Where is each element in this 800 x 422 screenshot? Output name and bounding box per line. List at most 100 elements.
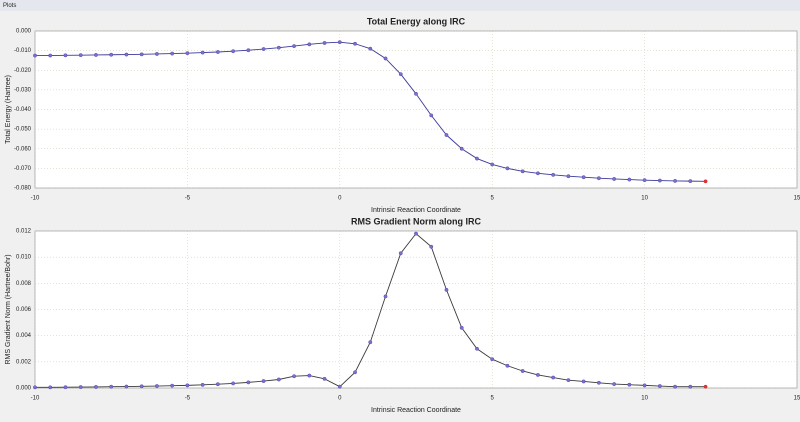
data-point — [459, 146, 464, 151]
data-point — [261, 47, 266, 51]
data-point — [94, 53, 98, 57]
x-tick-label: 15 — [794, 196, 800, 202]
data-point — [322, 41, 327, 45]
data-point — [444, 133, 449, 137]
data-point — [353, 41, 357, 46]
data-point — [459, 325, 464, 330]
data-point — [185, 383, 190, 388]
y-tick-label: 0.010 — [16, 255, 32, 261]
data-point — [612, 177, 617, 181]
data-point — [475, 346, 479, 351]
data-point — [139, 384, 144, 389]
data-point — [155, 52, 159, 56]
data-point — [276, 45, 281, 50]
data-point — [566, 378, 571, 383]
data-point — [231, 381, 236, 386]
data-point — [475, 156, 479, 161]
data-point — [307, 373, 312, 378]
data-point — [536, 373, 540, 377]
data-point — [139, 52, 144, 57]
title-bar — [0, 0, 800, 11]
y-tick-label: -0.050 — [14, 127, 32, 133]
data-point — [33, 385, 37, 390]
data-point — [490, 162, 495, 167]
chart-title: RMS Gradient Norm along IRC — [351, 216, 482, 226]
x-tick-label: -10 — [31, 196, 40, 202]
data-point — [215, 50, 220, 54]
y-axis-label: Total Energy (Hartree) — [5, 75, 12, 144]
y-tick-label: -0.040 — [14, 107, 32, 113]
x-tick-label: 10 — [641, 196, 648, 202]
data-point — [231, 49, 236, 54]
data-point — [185, 51, 190, 56]
y-tick-label: 0.012 — [16, 229, 32, 235]
data-point — [33, 53, 37, 58]
data-point — [612, 382, 617, 386]
data-point — [520, 369, 525, 373]
data-point — [48, 53, 53, 58]
data-point — [596, 380, 601, 385]
y-tick-label: 0.006 — [16, 307, 32, 313]
chart-title: Total Energy along IRC — [367, 16, 466, 26]
data-point — [490, 357, 495, 362]
data-point — [383, 56, 388, 61]
data-point — [353, 370, 357, 375]
data-point — [627, 382, 632, 387]
data-point — [398, 251, 403, 256]
data-point — [78, 385, 83, 389]
data-point — [657, 178, 662, 183]
data-point — [109, 384, 114, 389]
data-point — [551, 375, 556, 380]
y-tick-label: 0.004 — [16, 333, 32, 339]
x-tick-label: -5 — [185, 396, 191, 402]
data-point — [596, 176, 601, 181]
y-tick-label: 0.002 — [16, 359, 32, 365]
data-point — [551, 172, 556, 177]
data-point — [673, 384, 677, 389]
x-tick-label: 0 — [338, 396, 342, 402]
data-point — [642, 383, 647, 388]
data-point — [414, 231, 418, 236]
data-point — [124, 52, 129, 57]
data-point — [292, 374, 296, 379]
data-point — [261, 379, 266, 383]
data-point — [536, 171, 540, 176]
data-point — [581, 379, 586, 384]
data-point — [627, 177, 632, 182]
data-point — [200, 382, 205, 387]
data-point — [505, 166, 510, 171]
data-point — [368, 46, 373, 51]
data-point — [673, 179, 677, 183]
data-point — [48, 385, 53, 390]
x-tick-label: 5 — [491, 396, 495, 402]
data-point — [109, 52, 114, 57]
data-point — [520, 169, 525, 174]
data-point — [155, 384, 159, 388]
data-point — [246, 48, 251, 53]
window-title: Plots — [3, 3, 16, 9]
x-tick-label: 5 — [491, 196, 495, 202]
data-point — [444, 287, 449, 292]
y-tick-label: -0.070 — [14, 166, 32, 172]
data-point — [414, 91, 418, 96]
data-point — [429, 244, 434, 249]
data-point — [200, 50, 205, 55]
data-point — [581, 175, 586, 180]
data-point — [642, 178, 647, 183]
data-point — [170, 383, 175, 388]
x-tick-label: -5 — [185, 196, 191, 202]
data-point — [703, 384, 708, 389]
data-point — [78, 53, 83, 58]
x-tick-label: 15 — [794, 396, 800, 402]
y-tick-label: -0.030 — [14, 87, 32, 93]
data-point — [657, 384, 662, 388]
data-point — [215, 382, 220, 387]
x-tick-label: -10 — [31, 396, 40, 402]
y-tick-label: -0.060 — [14, 146, 32, 152]
data-point — [276, 377, 281, 382]
data-point — [170, 51, 175, 56]
x-axis-label: Intrinsic Reaction Coordinate — [371, 207, 461, 214]
data-point — [94, 385, 98, 389]
